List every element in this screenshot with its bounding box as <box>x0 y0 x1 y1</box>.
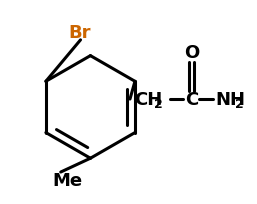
Text: C: C <box>185 91 198 109</box>
Text: 2: 2 <box>154 98 162 111</box>
Text: Me: Me <box>53 171 83 189</box>
Text: Br: Br <box>69 24 91 42</box>
Text: O: O <box>184 43 199 61</box>
Text: 2: 2 <box>235 98 244 111</box>
Text: CH: CH <box>134 91 162 109</box>
Text: NH: NH <box>215 91 245 109</box>
